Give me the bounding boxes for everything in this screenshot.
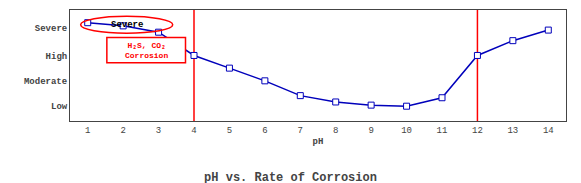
svg-text:H₂S, CO₂Corrosion: H₂S, CO₂Corrosion: [125, 41, 168, 60]
svg-text:14: 14: [543, 126, 554, 136]
svg-text:High: High: [46, 52, 68, 62]
svg-text:13: 13: [507, 126, 518, 136]
svg-text:Severe: Severe: [111, 20, 143, 30]
svg-text:Low: Low: [51, 102, 68, 112]
svg-text:pH vs. Rate of Corrosion: pH vs. Rate of Corrosion: [204, 171, 377, 183]
svg-text:10: 10: [401, 126, 412, 136]
svg-text:8: 8: [333, 126, 338, 136]
svg-text:12: 12: [472, 126, 483, 136]
svg-text:5: 5: [227, 126, 232, 136]
svg-text:1: 1: [85, 126, 90, 136]
svg-text:6: 6: [262, 126, 267, 136]
svg-text:3: 3: [156, 126, 161, 136]
svg-text:7: 7: [298, 126, 303, 136]
svg-text:11: 11: [437, 126, 448, 136]
svg-text:Severe: Severe: [35, 24, 67, 34]
svg-text:2: 2: [120, 126, 125, 136]
svg-text:4: 4: [191, 126, 196, 136]
svg-text:Moderate: Moderate: [24, 77, 67, 87]
svg-text:pH: pH: [313, 137, 324, 147]
svg-text:9: 9: [368, 126, 373, 136]
